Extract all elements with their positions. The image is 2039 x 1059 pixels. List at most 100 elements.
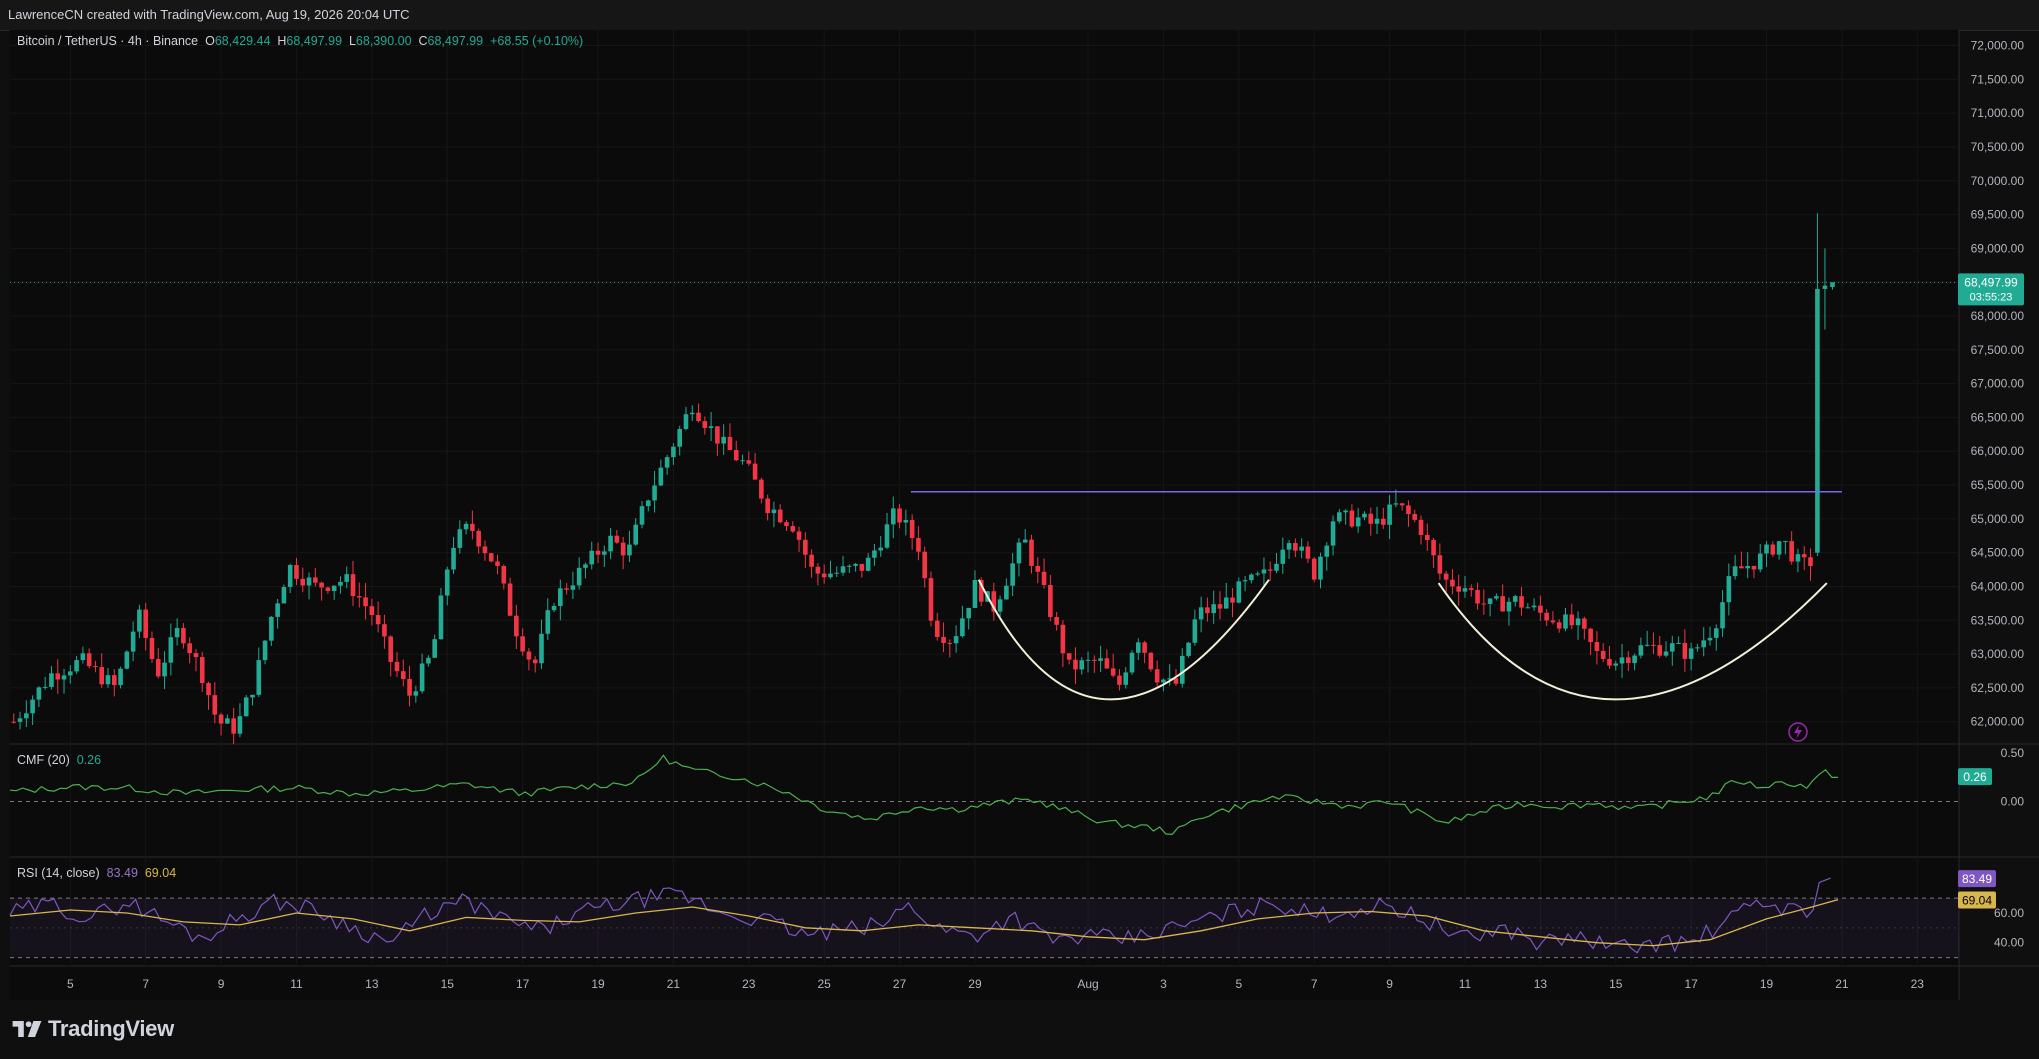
time-tick-label: 11 [1459, 977, 1472, 991]
time-tick-label: 7 [1311, 977, 1318, 991]
rsi-value-badge-label: 83.49 [1962, 872, 1992, 886]
candle-body [1110, 668, 1116, 676]
candle-body [1261, 569, 1267, 574]
candle-body [181, 627, 186, 644]
candle-body [1230, 597, 1235, 603]
candle-body [269, 616, 274, 641]
candle-body [1638, 645, 1644, 656]
candle-body [1242, 580, 1248, 582]
cmf-line [9, 754, 1839, 836]
candle-body [1713, 628, 1719, 638]
candle-body [583, 564, 588, 568]
price-tick-label: 67,000.00 [1971, 377, 2025, 391]
cmf-value: 0.26 [76, 753, 102, 767]
candle-body [790, 526, 796, 532]
candle-body [388, 636, 394, 662]
rsi-tick-label: 40.00 [1994, 936, 2024, 950]
candle-body [1688, 648, 1694, 659]
time-tick-label: 21 [1835, 977, 1849, 991]
candle-body [1412, 514, 1418, 520]
candle-body [1073, 659, 1078, 670]
candle-body [922, 551, 928, 579]
candle-body [419, 663, 425, 692]
chart-area[interactable] [10, 30, 1959, 1000]
candle-body [1192, 619, 1198, 643]
candle-body [1205, 607, 1210, 614]
candle-body [105, 675, 111, 685]
candle-body [1424, 534, 1430, 540]
candle-body [746, 460, 752, 464]
candle-body [488, 553, 494, 562]
candle-body [752, 463, 758, 480]
cmf-legend: CMF (20) 0.26 [17, 753, 101, 767]
candle-body [1085, 659, 1091, 661]
candle-body [1695, 647, 1700, 649]
tradingview-logo[interactable]: TradingView [12, 1016, 174, 1041]
rsi-value: 83.49 [106, 866, 138, 880]
candle-body [1293, 543, 1298, 551]
candle-body [1475, 589, 1480, 604]
candle-body [1456, 586, 1461, 592]
time-tick-label: 7 [142, 977, 149, 991]
candle-body [1531, 605, 1537, 608]
candle-body [137, 609, 142, 632]
price-tick-label: 65,500.00 [1971, 478, 2025, 492]
candle-body [1393, 503, 1399, 505]
price-tick-label: 69,500.00 [1971, 208, 2025, 222]
candle-body [941, 636, 946, 643]
time-tick-label: 15 [441, 977, 455, 991]
candle-body [1632, 655, 1637, 664]
candle-body [1211, 604, 1216, 614]
time-tick-label: 19 [591, 977, 605, 991]
candle-body [1173, 678, 1179, 684]
candle-body [727, 436, 733, 451]
chart-svg[interactable]: 62,000.00 62,500.00 63,000.00 63,500.00 64,0… [0, 0, 2039, 1000]
candle-body [124, 651, 130, 669]
time-tick-label: 15 [1609, 977, 1623, 991]
candles-group [11, 213, 1835, 745]
candle-body [865, 557, 871, 571]
candle-body [1368, 513, 1374, 524]
candle-body [658, 467, 664, 486]
price-tick-label: 69,000.00 [1971, 241, 2025, 255]
candle-body [1249, 574, 1254, 581]
candle-body [652, 485, 657, 501]
candle-body [1186, 642, 1191, 656]
candle-body [1776, 541, 1782, 555]
candle-body [1437, 555, 1443, 574]
time-tick-label: 23 [1911, 977, 1925, 991]
candle-body [331, 585, 337, 591]
candle-body [1198, 607, 1204, 620]
candle-body [589, 550, 595, 565]
candle-body [595, 550, 601, 555]
candle-body [206, 683, 211, 696]
change-value: +68.55 (+0.10%) [490, 34, 584, 48]
candle-body [771, 509, 777, 514]
candle-body [93, 666, 98, 668]
candle-body [1330, 521, 1336, 546]
rsi-legend: RSI (14, close) 83.49 69.04 [17, 866, 176, 880]
candle-body [168, 637, 174, 663]
candle-body [1676, 642, 1681, 644]
candle-body [501, 566, 507, 584]
candle-body [840, 566, 846, 573]
rsi-tick-label: 60.00 [1994, 906, 2024, 920]
candle-body [407, 678, 412, 696]
candle-body [174, 627, 180, 638]
candle-body [633, 524, 639, 545]
price-tick-label: 64,000.00 [1971, 579, 2025, 593]
candle-body [1830, 282, 1835, 287]
candle-body [1707, 637, 1713, 641]
candle-body [1757, 553, 1763, 570]
price-tick-label: 71,500.00 [1971, 72, 2025, 86]
price-tick-label: 63,000.00 [1971, 647, 2025, 661]
candle-body [1179, 655, 1185, 684]
candle-body [1663, 651, 1669, 656]
candle-body [1569, 614, 1575, 626]
candle-body [1613, 663, 1619, 666]
rsi-value-badge [1958, 870, 1996, 888]
price-tick-label: 70,000.00 [1971, 174, 2025, 188]
candle-body [1066, 653, 1072, 660]
time-tick-label: 25 [818, 977, 832, 991]
last-price-badge [1958, 273, 2024, 306]
